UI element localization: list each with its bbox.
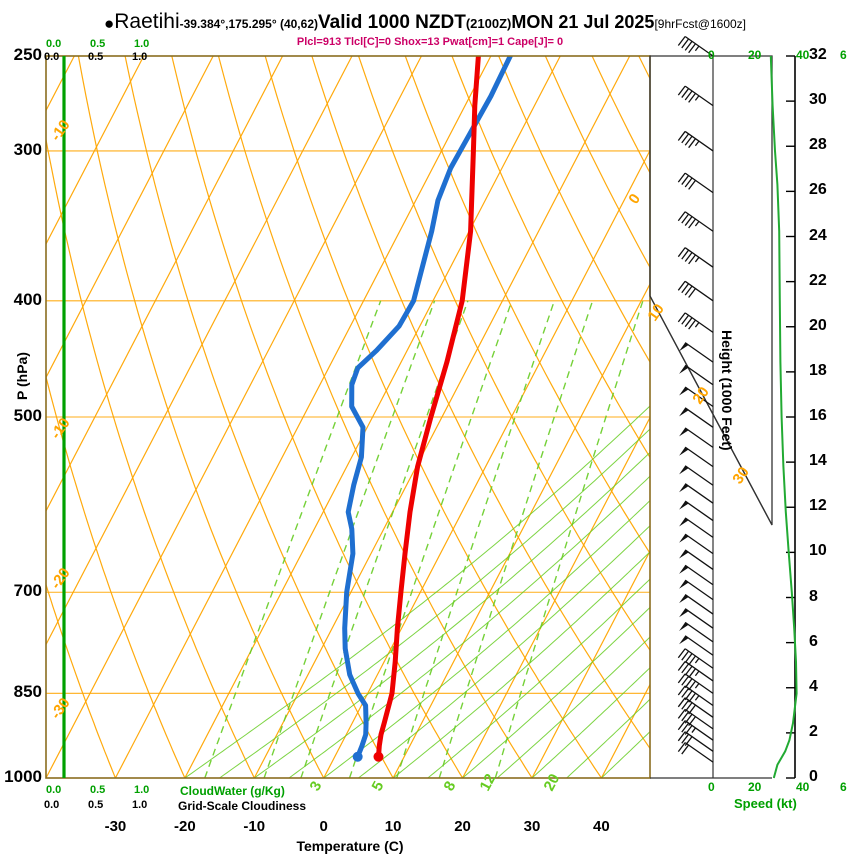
temperature-tick-30: 30: [523, 818, 541, 835]
temperature-axis-label: Temperature (C): [296, 838, 404, 854]
height-tick-26: 26: [809, 181, 827, 199]
height-tick-20: 20: [809, 316, 827, 334]
cloudiness-top-tick-0: 0.0: [44, 51, 60, 63]
height-tick-14: 14: [809, 452, 827, 470]
temperature-tick--10: -10: [243, 818, 266, 835]
temperature-tick-0: 0: [319, 818, 328, 835]
dry-adiabat-label-right-0: 0: [625, 191, 644, 208]
cloudwater-top-tick-2: 1.0: [134, 38, 150, 50]
mixing-ratio-label-4: 20: [541, 771, 564, 794]
cloudwater-top-tick-1: 0.5: [90, 38, 106, 50]
mixing-ratio-label-3: 12: [477, 771, 500, 794]
mixing-ratio-label-1: 5: [369, 779, 388, 794]
cloudwater-scale-bottom: 0.0 0.5 1.0 CloudWater (g/Kg): [46, 784, 346, 798]
height-axis-label: Height (1000 Feet): [719, 330, 735, 451]
dry-adiabat-label-right-3: 30: [729, 464, 752, 487]
height-tick-22: 22: [809, 271, 827, 289]
height-tick-18: 18: [809, 361, 827, 379]
height-tick-10: 10: [809, 542, 827, 560]
height-tick-16: 16: [809, 407, 827, 424]
temperature-tick-10: 10: [384, 818, 402, 835]
cloudwater-top-tick-0: 0.0: [46, 38, 62, 50]
height-tick-32: 32: [809, 46, 827, 63]
speed-bottom-tick-2: 40: [796, 780, 810, 794]
speed-top-tick-3: 6: [840, 48, 847, 62]
speed-top-tick-1: 20: [748, 48, 762, 62]
cloudiness-bottom-tick-2: 1.0: [132, 799, 148, 811]
cloudwater-bottom-tick-1: 0.5: [90, 784, 106, 796]
pressure-tick-850: 850: [13, 682, 42, 702]
height-tick-0: 0: [809, 768, 818, 785]
speed-bottom-tick-1: 20: [748, 780, 762, 794]
speed-top-tick-2: 40: [796, 48, 810, 62]
dry-adiabat-label-right-2: 20: [689, 384, 712, 407]
valid-utc: (2100Z): [465, 16, 512, 31]
height-tick-24: 24: [809, 226, 827, 244]
valid-date: MON 21 Jul 2025: [511, 12, 655, 32]
height-tick-12: 12: [809, 497, 827, 515]
cloudiness-scale-top: 0.0 0.5 1.0: [44, 51, 184, 63]
dry-adiabat-label-left-top: -10: [47, 117, 73, 145]
temperature-tick--20: -20: [174, 818, 196, 835]
temperature-tick--30: -30: [104, 818, 127, 835]
cloudiness-axis-label: Grid-Scale Cloudiness: [178, 799, 307, 813]
speed-top-tick-0: 0: [708, 48, 715, 62]
dry-adiabat-label-right-1: 10: [644, 301, 667, 324]
cloudiness-bottom-tick-0: 0.0: [44, 799, 60, 811]
dry-adiabat-label-left-2: -30: [47, 695, 73, 723]
station-coords: -39.384°,175.295° (40,62): [179, 17, 318, 31]
cloudiness-top-tick-2: 1.0: [132, 51, 148, 63]
pressure-axis-label: P (hPa): [14, 352, 30, 400]
speed-bottom-tick-3: 6: [840, 780, 847, 794]
cloudiness-top-tick-1: 0.5: [88, 51, 104, 63]
temperature-tick-40: 40: [593, 818, 610, 835]
height-tick-28: 28: [809, 136, 827, 154]
valid-time: Valid 1000 NZDT: [318, 12, 466, 33]
height-tick-30: 30: [809, 91, 827, 109]
pressure-tick-1000: 1000: [4, 767, 42, 786]
height-tick-6: 6: [809, 632, 818, 650]
dry-adiabat-label-left-1: -20: [47, 565, 73, 593]
pressure-tick-700: 700: [13, 581, 42, 601]
station-name: Raetihi: [114, 10, 180, 33]
cloudwater-axis-label: CloudWater (g/Kg): [180, 784, 285, 798]
pressure-tick-500: 500: [13, 406, 42, 425]
speed-scale-top: 0 20 40 6: [700, 48, 850, 62]
pressure-tick-400: 400: [13, 289, 42, 309]
speed-scale-bottom: 0 20 40 6 Speed (kt): [700, 780, 850, 811]
forecast-tag: [9hrFcst@1600z]: [654, 17, 747, 31]
height-tick-8: 8: [809, 587, 818, 605]
cloudwater-bottom-tick-0: 0.0: [46, 784, 62, 796]
cloudwater-bottom-tick-2: 1.0: [134, 784, 150, 796]
temperature-tick-20: 20: [454, 818, 471, 835]
height-tick-2: 2: [809, 722, 818, 740]
dry-adiabat-label-left-0: -10: [47, 415, 73, 443]
mixing-ratio-label-2: 8: [441, 779, 460, 794]
pressure-tick-300: 300: [13, 139, 42, 159]
stability-indices: Plcl=913 Tlcl[C]=0 Shox=13 Pwat[cm]=1 Ca…: [296, 36, 564, 48]
title-bar: ●Raetihi-39.384°,175.295° (40,62)Valid 1…: [0, 10, 850, 36]
speed-axis-label: Speed (kt): [734, 796, 797, 811]
height-tick-4: 4: [809, 677, 818, 695]
cloudwater-scale-top: 0.0 0.5 1.0: [46, 38, 186, 50]
station-marker-icon: ●: [103, 13, 115, 33]
cloudiness-scale-bottom: 0.0 0.5 1.0 Grid-Scale Cloudiness: [44, 799, 364, 813]
speed-bottom-tick-0: 0: [708, 780, 715, 794]
pressure-tick-250: 250: [13, 45, 42, 64]
cloudiness-bottom-tick-1: 0.5: [88, 799, 104, 811]
